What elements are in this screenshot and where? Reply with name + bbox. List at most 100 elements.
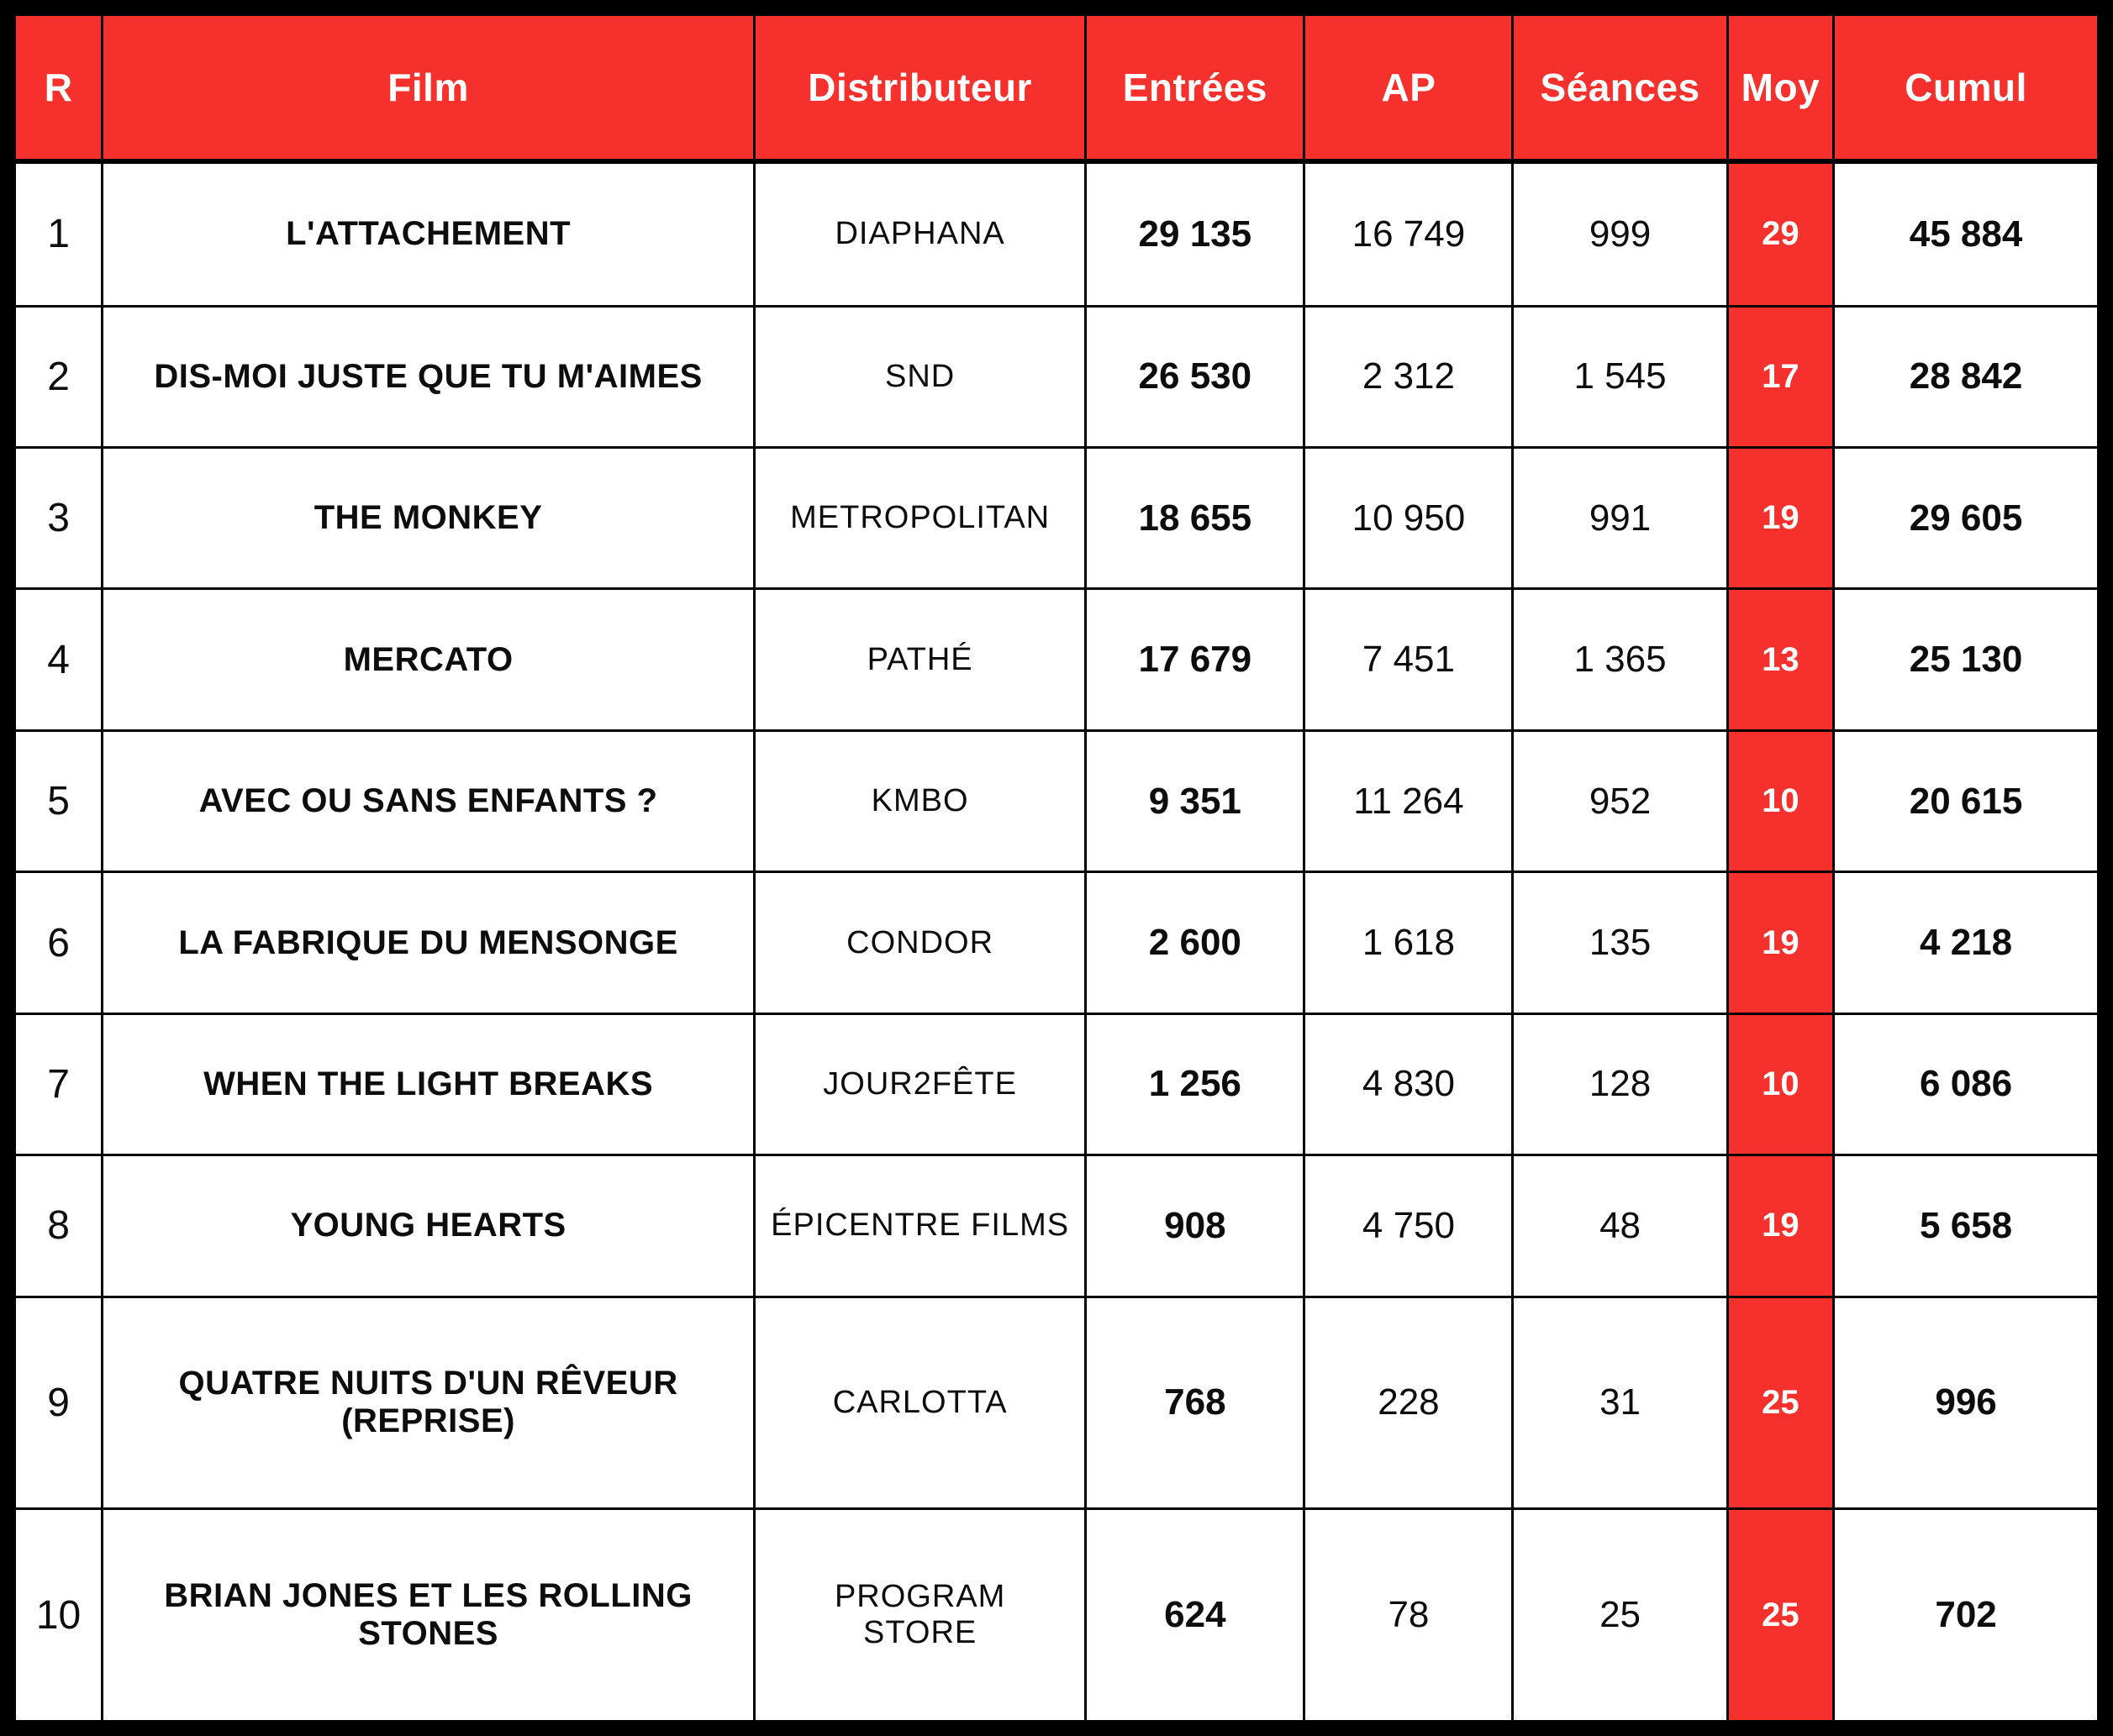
moy-cell: 10 [1726, 1012, 1836, 1157]
film-cell: L'ATTACHEMENT [101, 160, 756, 308]
ap-cell: 2 312 [1303, 304, 1515, 449]
cumul-cell: 29 605 [1832, 445, 2100, 591]
moy-cell: 17 [1726, 304, 1836, 449]
rank-cell: 5 [13, 729, 104, 874]
header-cell-ap: AP [1303, 13, 1515, 164]
cumul-cell: 6 086 [1832, 1012, 2100, 1157]
seances-cell: 135 [1511, 871, 1729, 1015]
table-row: 7 WHEN THE LIGHT BREAKS JOUR2FÊTE 1 256 … [13, 1012, 2100, 1157]
entries-cell: 908 [1084, 1154, 1306, 1298]
entries-cell: 1 256 [1084, 1012, 1306, 1157]
film-cell: BRIAN JONES ET LES ROLLING STONES [101, 1507, 756, 1723]
cumul-cell: 25 130 [1832, 587, 2100, 732]
rank-cell: 9 [13, 1295, 104, 1511]
distributor-cell: PROGRAM STORE [753, 1507, 1088, 1723]
moy-cell: 19 [1726, 871, 1836, 1015]
header-cell-seances: Séances [1511, 13, 1729, 164]
table-body: 1 L'ATTACHEMENT DIAPHANA 29 135 16 749 9… [13, 160, 2100, 1723]
ap-cell: 228 [1303, 1295, 1515, 1511]
header-cell-distributor: Distributeur [753, 13, 1088, 164]
rank-cell: 2 [13, 304, 104, 449]
seances-cell: 48 [1511, 1154, 1729, 1298]
seances-cell: 25 [1511, 1507, 1729, 1723]
film-cell: WHEN THE LIGHT BREAKS [101, 1012, 756, 1157]
table-row: 4 MERCATO PATHÉ 17 679 7 451 1 365 13 25… [13, 587, 2100, 732]
seances-cell: 1 545 [1511, 304, 1729, 449]
table-row: 10 BRIAN JONES ET LES ROLLING STONES PRO… [13, 1507, 2100, 1723]
distributor-cell: DIAPHANA [753, 160, 1088, 308]
moy-cell: 29 [1726, 160, 1836, 308]
moy-cell: 25 [1726, 1507, 1836, 1723]
seances-cell: 991 [1511, 445, 1729, 591]
header-cell-rank: R [13, 13, 104, 164]
distributor-cell: CONDOR [753, 871, 1088, 1015]
moy-cell: 13 [1726, 587, 1836, 732]
rank-cell: 6 [13, 871, 104, 1015]
ap-cell: 16 749 [1303, 160, 1515, 308]
distributor-cell: METROPOLITAN [753, 445, 1088, 591]
film-cell: AVEC OU SANS ENFANTS ? [101, 729, 756, 874]
table-row: 9 QUATRE NUITS D'UN RÊVEUR (REPRISE) CAR… [13, 1295, 2100, 1511]
table-row: 8 YOUNG HEARTS ÉPICENTRE FILMS 908 4 750… [13, 1154, 2100, 1298]
moy-cell: 19 [1726, 445, 1836, 591]
header-cell-film: Film [101, 13, 756, 164]
cumul-cell: 996 [1832, 1295, 2100, 1511]
film-cell: MERCATO [101, 587, 756, 732]
entries-cell: 768 [1084, 1295, 1306, 1511]
table-row: 5 AVEC OU SANS ENFANTS ? KMBO 9 351 11 2… [13, 729, 2100, 874]
ap-cell: 78 [1303, 1507, 1515, 1723]
table-row: 2 DIS-MOI JUSTE QUE TU M'AIMES SND 26 53… [13, 304, 2100, 449]
distributor-cell: KMBO [753, 729, 1088, 874]
ap-cell: 7 451 [1303, 587, 1515, 732]
rank-cell: 1 [13, 160, 104, 308]
cumul-cell: 702 [1832, 1507, 2100, 1723]
rank-cell: 7 [13, 1012, 104, 1157]
distributor-cell: ÉPICENTRE FILMS [753, 1154, 1088, 1298]
entries-cell: 2 600 [1084, 871, 1306, 1015]
film-cell: QUATRE NUITS D'UN RÊVEUR (REPRISE) [101, 1295, 756, 1511]
ap-cell: 1 618 [1303, 871, 1515, 1015]
entries-cell: 18 655 [1084, 445, 1306, 591]
entries-cell: 26 530 [1084, 304, 1306, 449]
entries-cell: 9 351 [1084, 729, 1306, 874]
entries-cell: 624 [1084, 1507, 1306, 1723]
header-row: R Film Distributeur Entrées AP Séances M… [13, 13, 2100, 164]
rank-cell: 3 [13, 445, 104, 591]
table-row: 1 L'ATTACHEMENT DIAPHANA 29 135 16 749 9… [13, 160, 2100, 308]
rank-cell: 4 [13, 587, 104, 732]
cumul-cell: 20 615 [1832, 729, 2100, 874]
film-cell: YOUNG HEARTS [101, 1154, 756, 1298]
distributor-cell: JOUR2FÊTE [753, 1012, 1088, 1157]
table-header: R Film Distributeur Entrées AP Séances M… [13, 13, 2100, 164]
seances-cell: 1 365 [1511, 587, 1729, 732]
header-cell-entries: Entrées [1084, 13, 1306, 164]
film-cell: LA FABRIQUE DU MENSONGE [101, 871, 756, 1015]
rank-cell: 8 [13, 1154, 104, 1298]
seances-cell: 999 [1511, 160, 1729, 308]
cumul-cell: 45 884 [1832, 160, 2100, 308]
seances-cell: 128 [1511, 1012, 1729, 1157]
ap-cell: 4 830 [1303, 1012, 1515, 1157]
entries-cell: 17 679 [1084, 587, 1306, 732]
distributor-cell: PATHÉ [753, 587, 1088, 732]
moy-cell: 10 [1726, 729, 1836, 874]
distributor-cell: CARLOTTA [753, 1295, 1088, 1511]
ap-cell: 4 750 [1303, 1154, 1515, 1298]
ap-cell: 10 950 [1303, 445, 1515, 591]
header-cell-cumul: Cumul [1832, 13, 2100, 164]
cumul-cell: 28 842 [1832, 304, 2100, 449]
ap-cell: 11 264 [1303, 729, 1515, 874]
film-cell: THE MONKEY [101, 445, 756, 591]
entries-cell: 29 135 [1084, 160, 1306, 308]
seances-cell: 31 [1511, 1295, 1729, 1511]
cumul-cell: 5 658 [1832, 1154, 2100, 1298]
moy-cell: 19 [1726, 1154, 1836, 1298]
cumul-cell: 4 218 [1832, 871, 2100, 1015]
seances-cell: 952 [1511, 729, 1729, 874]
rank-cell: 10 [13, 1507, 104, 1723]
moy-cell: 25 [1726, 1295, 1836, 1511]
table-row: 3 THE MONKEY METROPOLITAN 18 655 10 950 … [13, 445, 2100, 591]
distributor-cell: SND [753, 304, 1088, 449]
box-office-table: R Film Distributeur Entrées AP Séances M… [13, 13, 2100, 1723]
